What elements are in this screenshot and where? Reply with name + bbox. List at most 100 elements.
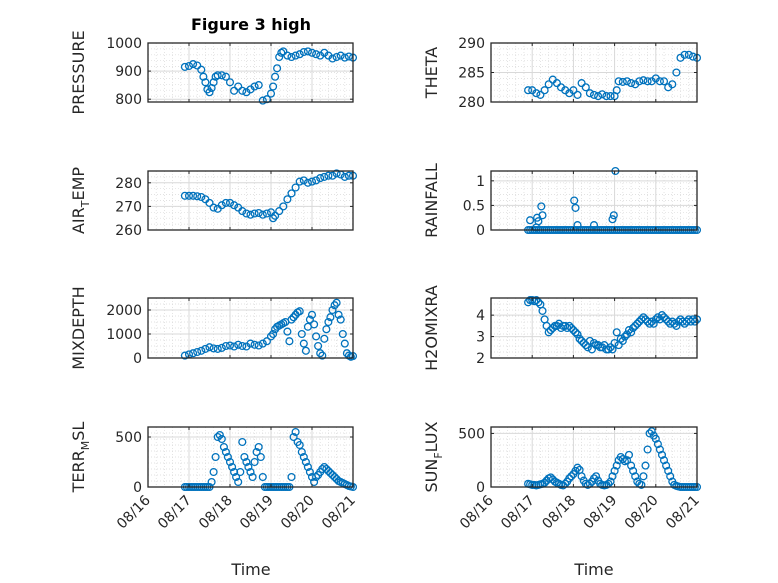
y-axis-label-air_temp-subscript: T <box>79 200 92 208</box>
data-point <box>238 86 247 95</box>
data-point <box>312 176 321 185</box>
y-axis-label-terr_msl-part: TERR <box>69 450 88 493</box>
data-point <box>256 452 265 462</box>
x-tick-label: 08/16 <box>114 492 154 532</box>
data-point <box>332 169 341 178</box>
data-point <box>577 472 586 481</box>
data-point <box>283 327 292 336</box>
data-point <box>328 54 337 63</box>
data-point <box>312 50 321 59</box>
data-point <box>573 330 582 339</box>
chart-h2omixra: 2 3 4 H2OMIXRA <box>422 285 702 371</box>
x-tick-label: 08/19 <box>237 493 277 533</box>
data-point <box>180 351 189 360</box>
data-point <box>581 341 590 350</box>
y-axis-label-terr_msl-subscript: M <box>79 441 92 451</box>
data-point <box>266 89 276 98</box>
data-point <box>242 209 251 218</box>
data-point <box>618 455 627 464</box>
data-point <box>209 203 218 212</box>
data-point <box>569 86 578 95</box>
data-point <box>639 76 648 85</box>
data-point <box>250 82 259 91</box>
data-point <box>573 90 582 99</box>
data-point <box>594 92 603 101</box>
data-point <box>629 466 638 475</box>
data-point <box>205 198 214 207</box>
data-point <box>258 472 267 482</box>
data-point <box>647 317 656 326</box>
y-axis-label-terr_msl: TERRMSL <box>69 422 92 494</box>
data-point <box>279 47 288 56</box>
data-point <box>344 171 353 180</box>
data-point <box>240 452 249 462</box>
data-point <box>211 452 220 462</box>
data-point <box>238 207 247 216</box>
data-point <box>310 477 319 487</box>
y-tick-label: 280 <box>115 176 142 192</box>
data-point <box>639 472 648 481</box>
y-axis-label-air_temp: AIRTEMP <box>69 167 92 234</box>
data-point <box>273 64 282 73</box>
x-tick-label: 08/17 <box>498 493 538 533</box>
data-point <box>316 174 325 183</box>
data-point <box>536 90 545 99</box>
data-point <box>320 334 329 343</box>
data-point <box>225 457 235 467</box>
data-point <box>645 319 654 328</box>
data-point <box>622 77 632 86</box>
data-point <box>627 79 636 88</box>
data-point <box>285 337 294 346</box>
data-point <box>589 90 599 99</box>
data-point <box>612 86 621 95</box>
data-point <box>670 319 679 328</box>
data-point <box>269 82 278 91</box>
data-point <box>254 81 263 90</box>
data-point <box>575 334 584 343</box>
y-tick-label: 290 <box>458 36 485 52</box>
data-point <box>624 326 634 335</box>
data-point <box>189 349 198 358</box>
data-point <box>275 207 284 216</box>
data-point <box>592 472 601 481</box>
data-point <box>230 342 239 351</box>
axes-box <box>490 170 698 231</box>
data-point <box>193 192 202 201</box>
data-point <box>221 447 230 457</box>
data-point <box>585 336 594 345</box>
data-point <box>225 78 235 87</box>
data-point <box>546 326 555 335</box>
data-point <box>336 315 345 324</box>
data-point <box>303 178 312 187</box>
data-point <box>197 65 206 74</box>
data-point <box>573 221 582 230</box>
data-point <box>344 52 353 61</box>
y-tick-label: 1000 <box>106 36 142 52</box>
data-point <box>589 221 599 230</box>
axes-box <box>490 426 698 488</box>
data-point <box>538 211 547 220</box>
data-point <box>228 462 237 472</box>
data-point <box>320 172 329 181</box>
x-tick-label: 08/21 <box>319 493 359 533</box>
data-point <box>565 321 574 330</box>
y-tick-label: 260 <box>115 223 142 239</box>
data-point <box>324 171 333 180</box>
data-point <box>332 298 341 307</box>
data-point <box>301 457 310 467</box>
data-point <box>254 442 263 452</box>
data-point <box>534 217 543 226</box>
data-point <box>297 447 306 457</box>
data-point <box>197 346 206 355</box>
data-point <box>269 329 278 339</box>
data-point <box>262 209 271 218</box>
data-point <box>688 315 697 324</box>
y-axis-label-sun_flux-subscript: F <box>432 452 445 458</box>
y-axis-label-sun_flux-part: LUX <box>422 421 441 452</box>
y-tick-label: 500 <box>115 430 142 446</box>
data-point <box>616 334 625 343</box>
data-point <box>633 319 642 328</box>
data-point <box>324 317 333 327</box>
data-point <box>544 80 553 89</box>
data-point <box>336 51 345 60</box>
